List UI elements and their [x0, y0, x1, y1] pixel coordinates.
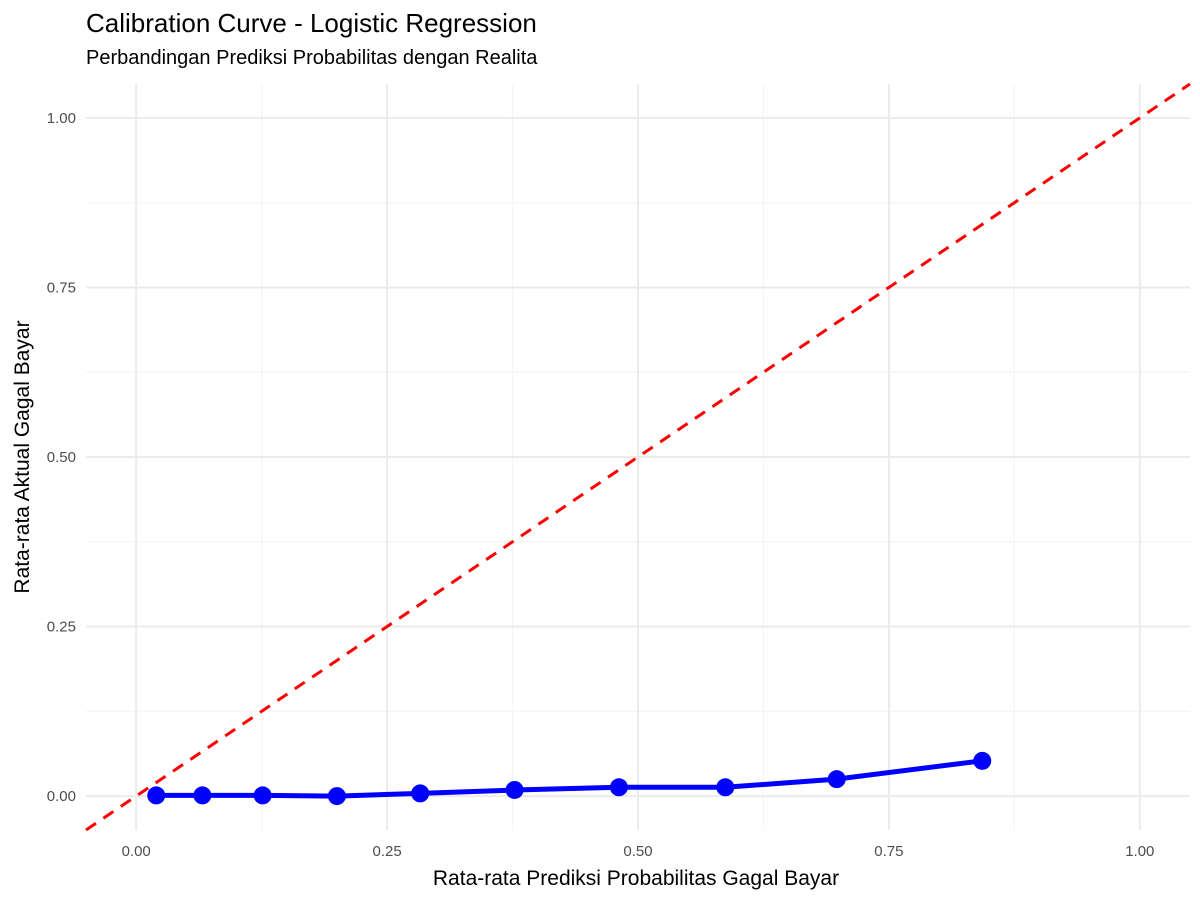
x-tick-label: 1.00 — [1125, 843, 1154, 860]
y-tick-label: 0.50 — [47, 449, 76, 466]
x-axis-title: Rata-rata Prediksi Probabilitas Gagal Ba… — [433, 867, 839, 890]
calibration-point — [253, 786, 272, 805]
y-tick-label: 0.75 — [47, 279, 76, 296]
y-tick-label: 0.25 — [47, 619, 76, 636]
chart-title: Calibration Curve - Logistic Regression — [86, 8, 537, 38]
chart-subtitle: Perbandingan Prediksi Probabilitas denga… — [86, 47, 538, 69]
calibration-point — [411, 784, 430, 803]
calibration-point — [973, 751, 992, 770]
calibration-point — [327, 787, 346, 806]
calibration-point — [193, 786, 212, 805]
y-tick-label: 1.00 — [47, 110, 76, 127]
x-tick-label: 0.00 — [122, 843, 151, 860]
x-tick-label: 0.75 — [874, 843, 903, 860]
grid-layer — [86, 84, 1190, 830]
calibration-point — [609, 778, 628, 797]
series-layer — [147, 751, 992, 806]
x-tick-label: 0.25 — [372, 843, 401, 860]
calibration-point — [716, 778, 735, 797]
y-axis-title: Rata-rata Aktual Gagal Bayar — [11, 320, 34, 593]
calibration-point — [147, 786, 166, 805]
calibration-point — [827, 770, 846, 789]
calibration-line — [156, 758, 983, 799]
calibration-point — [505, 780, 524, 799]
y-tick-label: 0.00 — [47, 788, 76, 805]
x-tick-label: 0.50 — [623, 843, 652, 860]
axis-layer: 0.00 0.25 0.50 0.75 1.00 0.00 0.25 0.50 0.75 1.00… — [11, 110, 1154, 890]
